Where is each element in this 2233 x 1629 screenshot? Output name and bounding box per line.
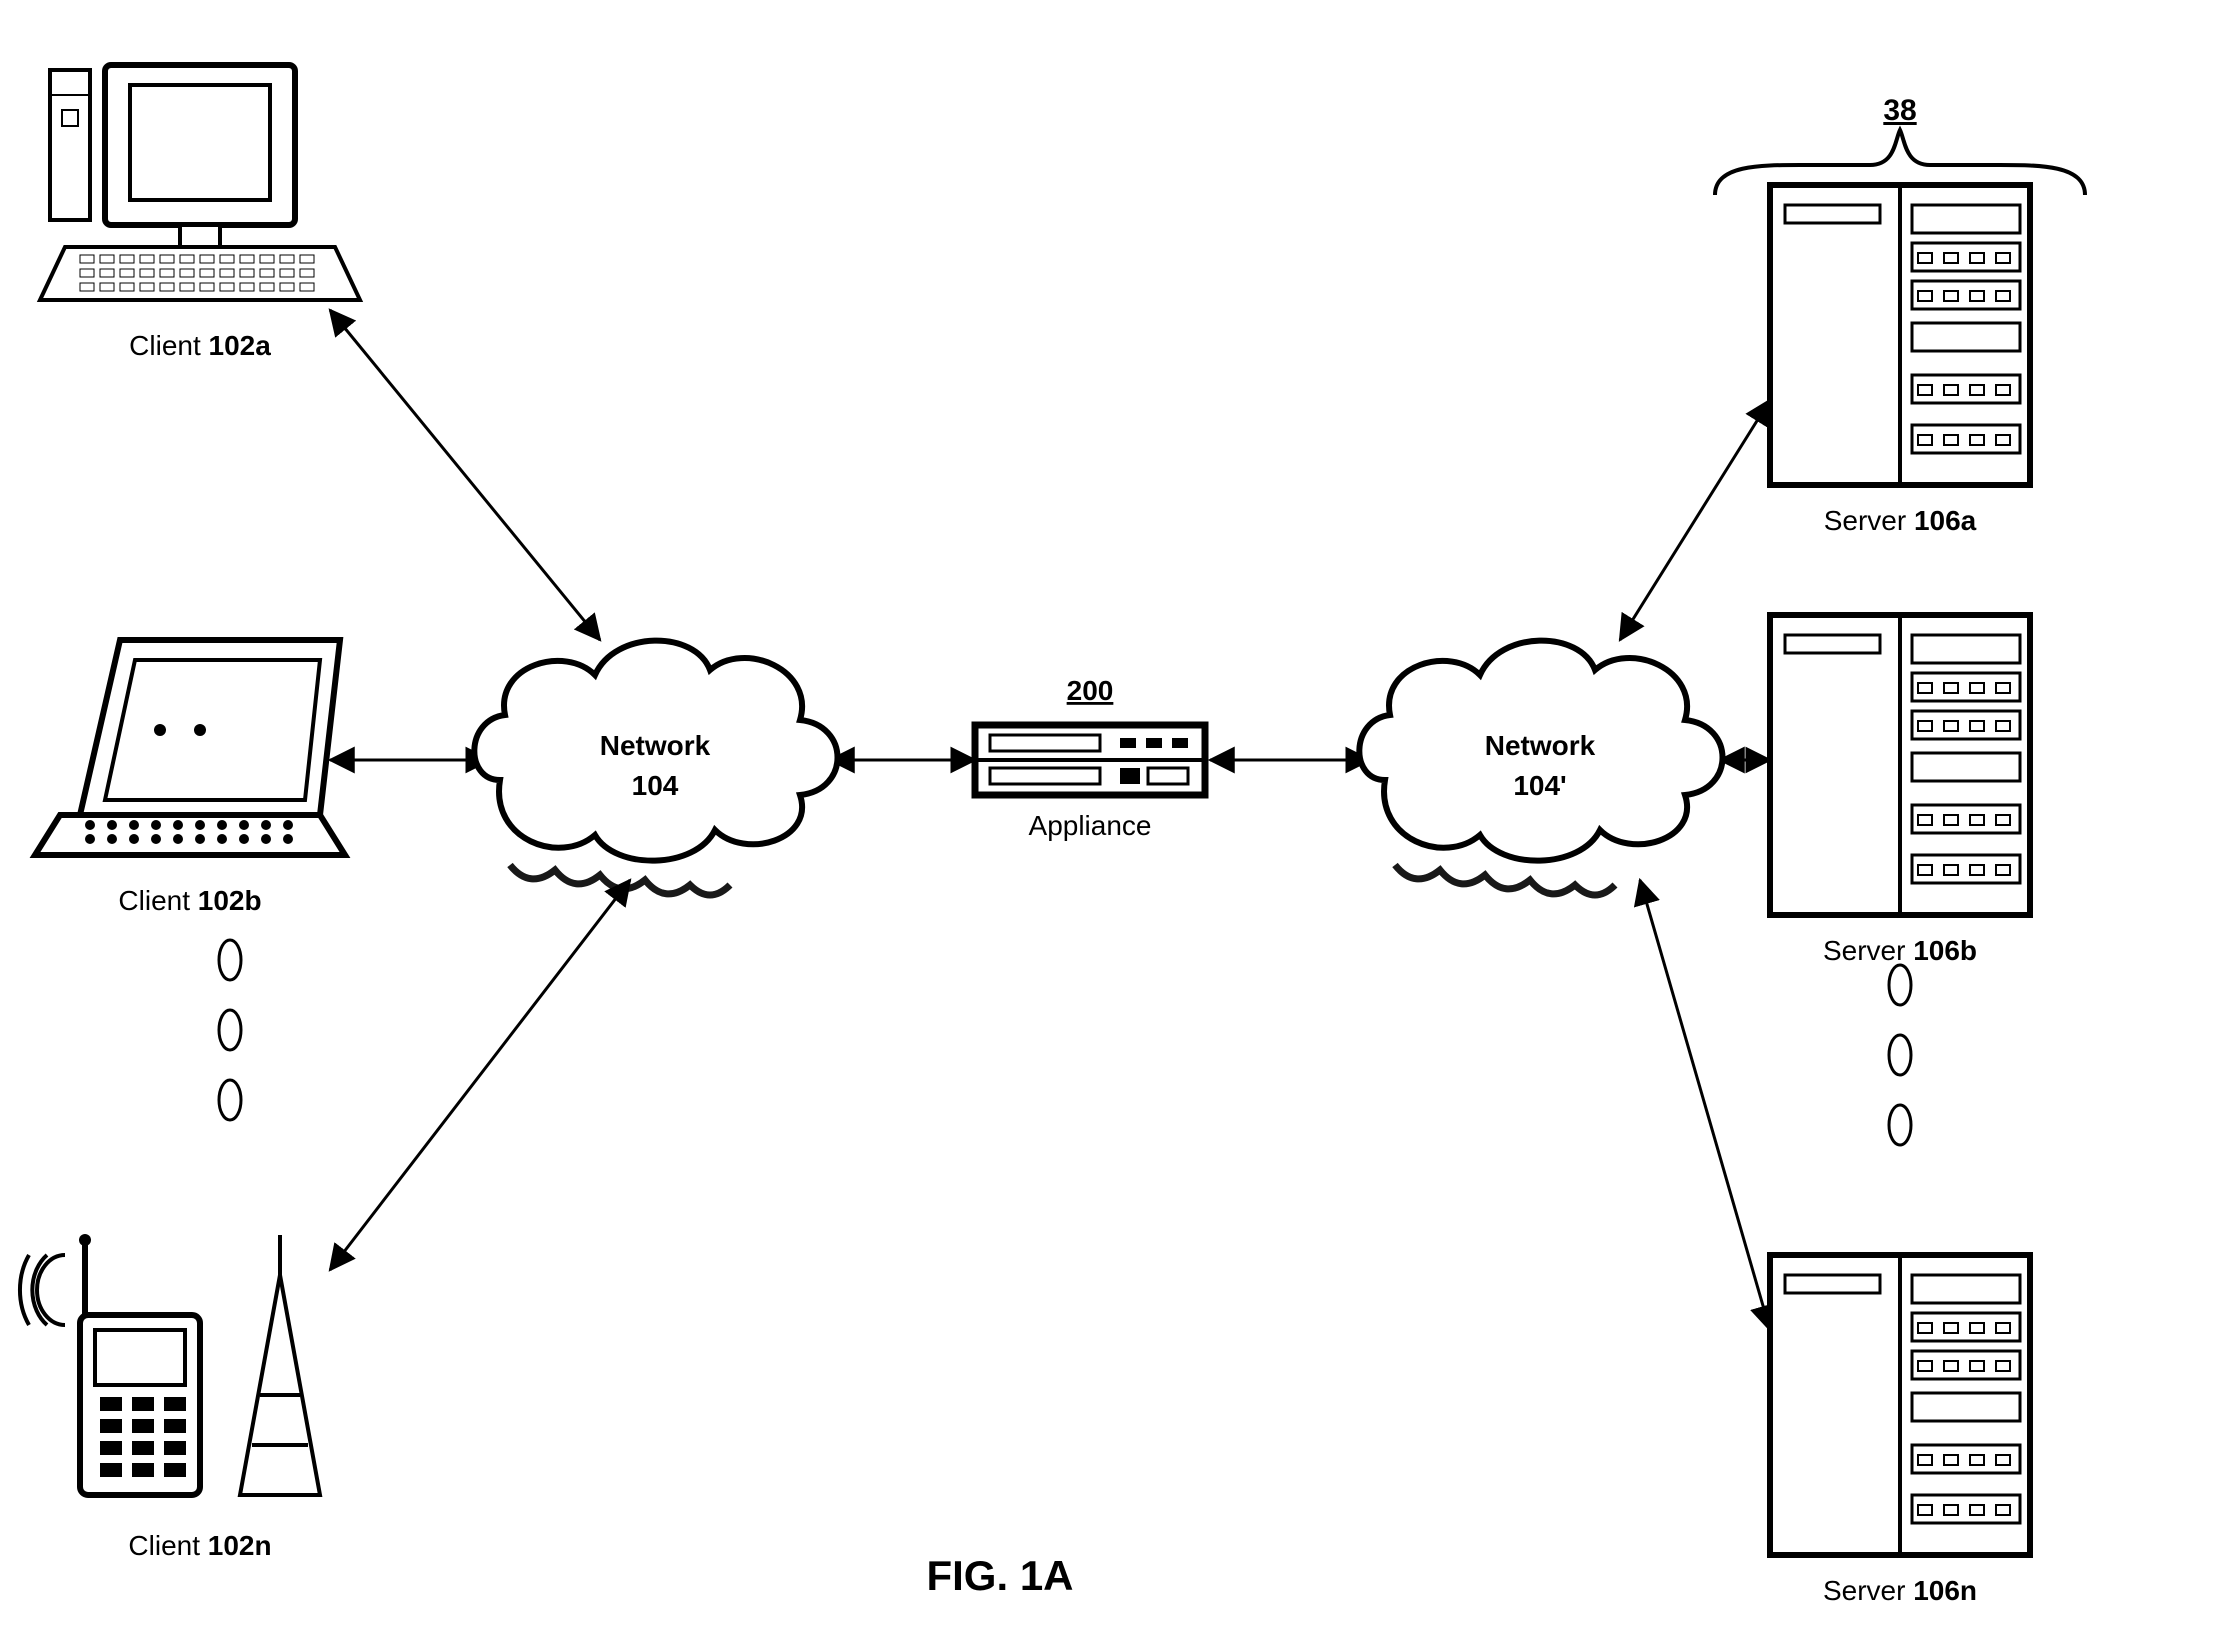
node-server_a: Server 106a xyxy=(1770,185,2030,536)
node-client_n: Client 102n xyxy=(20,1234,320,1561)
server-farm-brace: 38 xyxy=(1715,94,2085,195)
edge-client_n-network_1 xyxy=(330,880,630,1270)
svg-text:Client 102a: Client 102a xyxy=(129,330,271,361)
node-server_n: Server 106n xyxy=(1770,1255,2030,1606)
server-farm-ref: 38 xyxy=(1883,94,1916,127)
svg-text:Server 106a: Server 106a xyxy=(1824,505,1977,536)
network-diagram: Client 102a Client 102b Client 102n Network… xyxy=(0,0,2233,1629)
svg-text:200: 200 xyxy=(1067,675,1114,706)
svg-text:Network: Network xyxy=(600,730,711,761)
ellipsis-dot xyxy=(1889,1035,1911,1075)
edge-network_2-server_a xyxy=(1620,400,1770,640)
node-appliance: 200 Appliance xyxy=(975,675,1205,841)
svg-text:Client 102b: Client 102b xyxy=(118,885,261,916)
svg-text:104': 104' xyxy=(1513,770,1566,801)
ellipsis-dot xyxy=(219,1010,241,1050)
edge-client_a-network_1 xyxy=(330,310,600,640)
ellipsis-dot xyxy=(219,1080,241,1120)
node-client_a: Client 102a xyxy=(40,65,360,361)
node-network_2: Network 104' xyxy=(1359,641,1722,895)
svg-text:Client 102n: Client 102n xyxy=(128,1530,271,1561)
node-server_b: Server 106b xyxy=(1770,615,2030,966)
svg-text:Server 106n: Server 106n xyxy=(1823,1575,1977,1606)
figure-caption: FIG. 1A xyxy=(926,1552,1073,1599)
nodes-layer: Client 102a Client 102b Client 102n Network… xyxy=(20,65,2030,1606)
node-client_b: Client 102b xyxy=(35,640,345,916)
ellipsis-dot xyxy=(1889,1105,1911,1145)
ellipsis-dot xyxy=(219,940,241,980)
edge-network_2-server_n xyxy=(1640,880,1770,1330)
svg-text:104: 104 xyxy=(632,770,679,801)
node-network_1: Network 104 xyxy=(474,641,837,895)
ellipsis-dot xyxy=(1889,965,1911,1005)
svg-text:Appliance: Appliance xyxy=(1029,810,1152,841)
svg-text:Server 106b: Server 106b xyxy=(1823,935,1977,966)
svg-text:Network: Network xyxy=(1485,730,1596,761)
